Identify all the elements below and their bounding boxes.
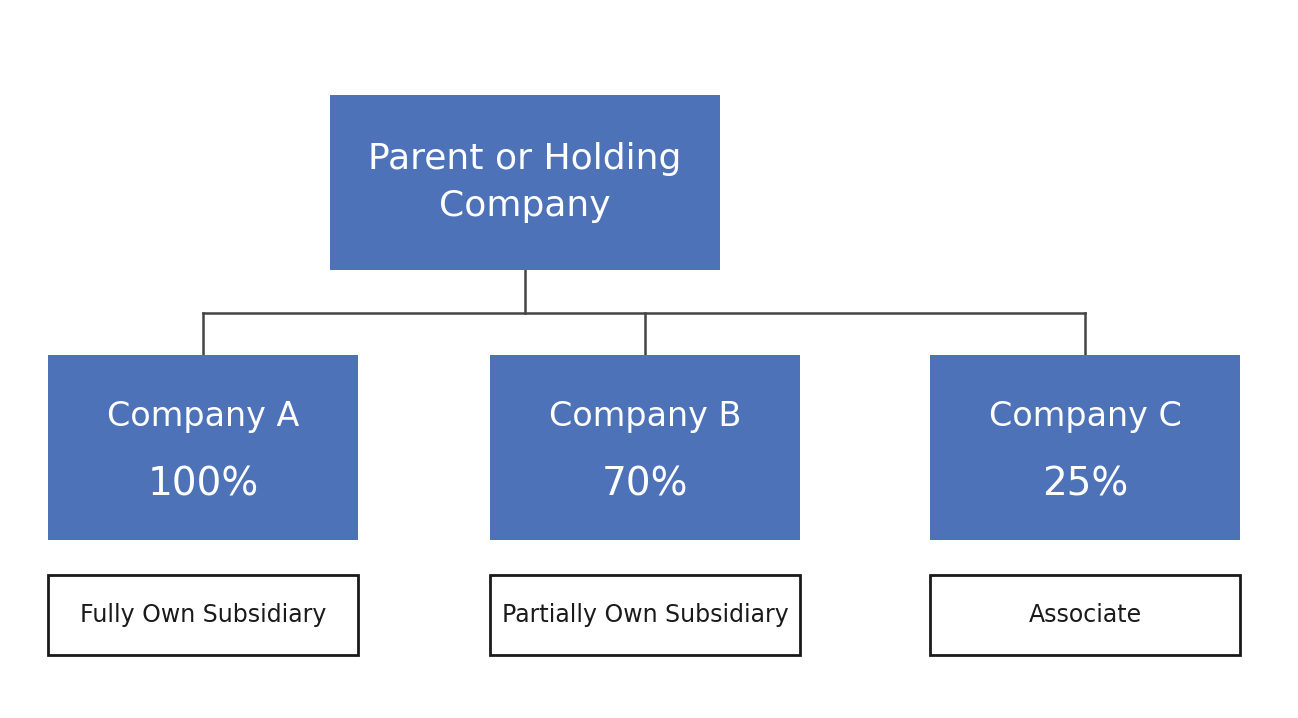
Text: 70%: 70%: [602, 465, 688, 503]
Text: Associate: Associate: [1028, 603, 1141, 627]
Bar: [929, 575, 1240, 655]
Bar: [491, 575, 800, 655]
Text: Fully Own Subsidiary: Fully Own Subsidiary: [79, 603, 326, 627]
Bar: [48, 355, 358, 540]
Bar: [929, 355, 1240, 540]
Bar: [330, 95, 720, 270]
Text: Parent or Holding
Company: Parent or Holding Company: [369, 141, 681, 223]
Text: Company B: Company B: [549, 399, 741, 432]
Text: 25%: 25%: [1042, 465, 1128, 503]
Bar: [491, 355, 800, 540]
Text: 100%: 100%: [148, 465, 258, 503]
Text: Company C: Company C: [989, 399, 1181, 432]
Bar: [48, 575, 358, 655]
Text: Company A: Company A: [106, 399, 299, 432]
Text: Partially Own Subsidiary: Partially Own Subsidiary: [501, 603, 788, 627]
